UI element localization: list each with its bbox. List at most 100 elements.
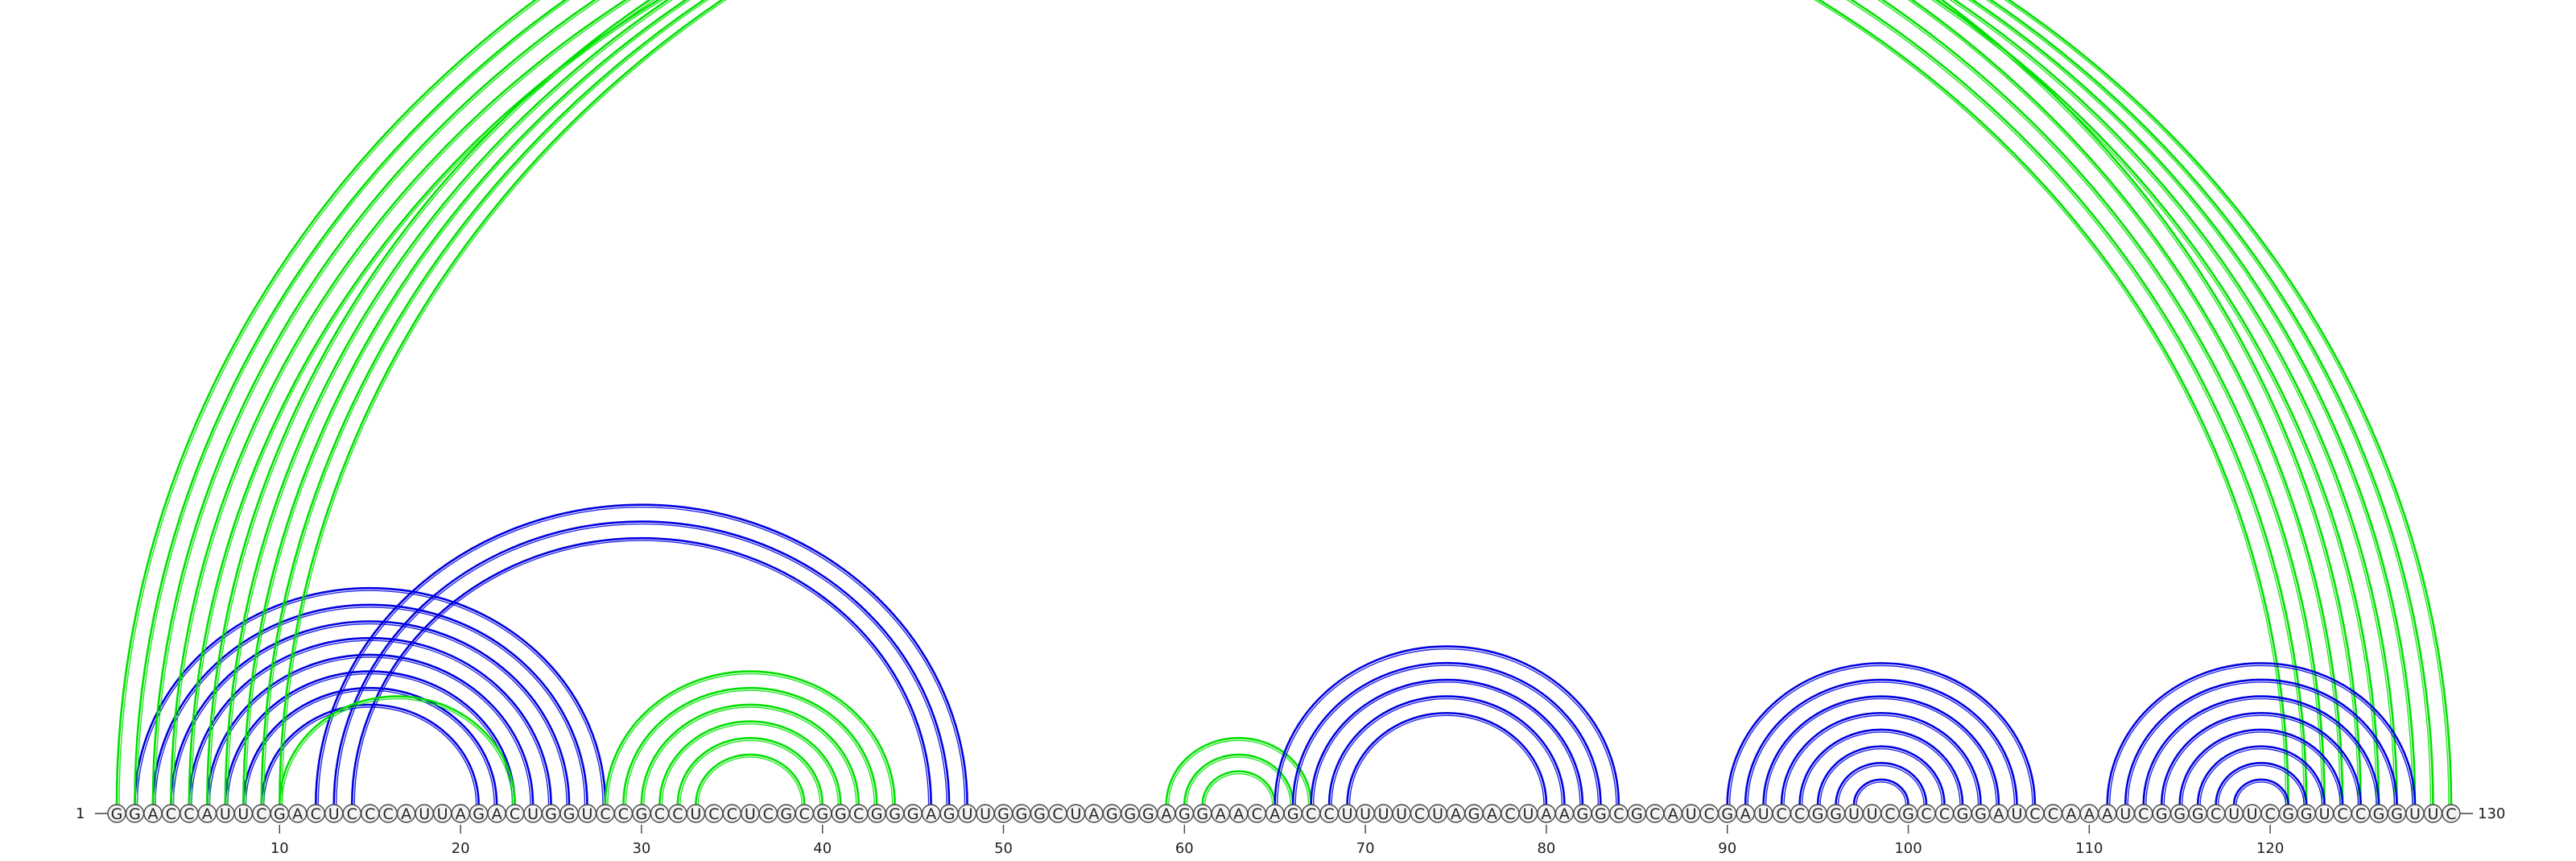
nucleotide-letter: G xyxy=(2391,805,2403,823)
base-pair-arc-inner xyxy=(2145,697,2377,805)
nucleotide-letter: U xyxy=(220,805,231,823)
nucleotide-letter: G xyxy=(1468,805,1480,823)
nucleotide: C xyxy=(1772,804,1791,823)
nucleotide: G xyxy=(867,804,886,823)
base-pair-arc xyxy=(1291,661,1602,805)
nucleotide-letter: G xyxy=(2301,805,2313,823)
base-pair-arc xyxy=(260,703,480,805)
nucleotide: A xyxy=(143,804,163,823)
nucleotide-letter: U xyxy=(1432,805,1443,823)
nucleotide: A xyxy=(1229,804,1249,823)
nucleotide: G xyxy=(2387,804,2407,823)
base-pair-arc xyxy=(658,720,842,805)
base-pair-arc-inner xyxy=(317,507,966,805)
nucleotide-letter: C xyxy=(1306,805,1316,823)
base-pair-arc-inner xyxy=(1294,664,1600,805)
base-pair-arc xyxy=(2106,661,2417,805)
nucleotide: C xyxy=(505,804,525,823)
nucleotide: A xyxy=(1537,804,1556,823)
nucleotide-letter: C xyxy=(2337,805,2347,823)
tick-label: 60 xyxy=(1175,840,1194,857)
base-pair-arc xyxy=(2178,728,2344,805)
nucleotide: G xyxy=(1808,804,1827,823)
nucleotide-letter: G xyxy=(111,805,123,823)
nucleotide-letter: C xyxy=(727,805,737,823)
nucleotide-letter: G xyxy=(564,805,576,823)
nucleotide: U xyxy=(1337,804,1357,823)
nucleotide: A xyxy=(487,804,506,823)
nucleotide-letter: G xyxy=(907,805,919,823)
nucleotide: U xyxy=(2242,804,2262,823)
base-pair-arc-inner xyxy=(263,0,2432,805)
base-pair-arc-inner xyxy=(118,0,2359,805)
base-pair-arc xyxy=(622,686,878,805)
nucleotide-letter: C xyxy=(1649,805,1660,823)
base-pair-arc xyxy=(1201,770,1277,805)
base-pair-arc-inner xyxy=(136,0,2341,805)
nucleotide-letter: C xyxy=(1052,805,1063,823)
nucleotide-letter: G xyxy=(2373,805,2385,823)
nucleotide: A xyxy=(1211,804,1230,823)
nucleotide-letter: C xyxy=(166,805,176,823)
base-pair-arc-inner xyxy=(1186,756,1291,805)
nucleotide-letter: C xyxy=(2048,805,2058,823)
base-pair-arc-inner xyxy=(697,756,803,805)
base-pair-arc-inner xyxy=(1277,648,1617,805)
nucleotide: G xyxy=(632,804,651,823)
base-pair-arc xyxy=(224,0,2398,805)
nucleotide-letter: G xyxy=(780,805,792,823)
base-pair-arc-inner xyxy=(625,689,875,805)
nucleotide-letter: A xyxy=(926,805,936,823)
nucleotide: G xyxy=(885,804,905,823)
nucleotide-letter: C xyxy=(618,805,629,823)
nucleotide-letter: U xyxy=(2247,805,2258,823)
nucleotide: G xyxy=(813,804,832,823)
base-pair-arc-inner xyxy=(607,673,894,805)
base-pair-arc-inner xyxy=(245,0,2413,805)
nucleotide-letter: G xyxy=(2174,805,2186,823)
base-pair-arc-inner xyxy=(172,0,2305,805)
nucleotide-letter: G xyxy=(1179,805,1191,823)
nucleotide-letter: U xyxy=(527,805,539,823)
nucleotide-letter: C xyxy=(1613,805,1624,823)
nucleotide: U xyxy=(2007,804,2027,823)
nucleotide: U xyxy=(2405,804,2425,823)
base-pair-arc xyxy=(206,653,535,805)
nucleotide: A xyxy=(197,804,217,823)
base-pair-arc xyxy=(1744,678,2018,805)
base-pair-arc-inner xyxy=(1168,739,1310,805)
nucleotide: A xyxy=(1989,804,2008,823)
nucleotide: G xyxy=(469,804,489,823)
base-pair-arc xyxy=(1798,728,1964,805)
nucleotide-letter: C xyxy=(2211,805,2221,823)
nucleotide-letter: C xyxy=(1414,805,1425,823)
nucleotide: C xyxy=(1699,804,1719,823)
nucleotide-letter: C xyxy=(1885,805,1895,823)
nucleotide: U xyxy=(1392,804,1411,823)
nucleotide-letter: C xyxy=(1777,805,1787,823)
nucleotide-letter: U xyxy=(582,805,593,823)
nucleotide: G xyxy=(1718,804,1737,823)
nucleotide-letter: C xyxy=(1794,805,1805,823)
base-pair-arc-inner xyxy=(208,0,2377,805)
nucleotide-letter: C xyxy=(1704,805,1715,823)
base-pair-arc xyxy=(1835,762,1928,805)
nucleotide-letter: A xyxy=(1216,805,1226,823)
nucleotide: G xyxy=(541,804,561,823)
nucleotide: U xyxy=(1356,804,1375,823)
nucleotide-letter: A xyxy=(1161,805,1171,823)
base-pair-arc-inner xyxy=(2182,731,2341,805)
nucleotide: A xyxy=(1084,804,1104,823)
nucleotide: G xyxy=(1102,804,1122,823)
tick-label: 110 xyxy=(2075,840,2103,857)
nucleotide-letter: C xyxy=(1252,805,1262,823)
nucleotide: A xyxy=(1736,804,1755,823)
nucleotide-letter: G xyxy=(2156,805,2168,823)
nucleotide-letter: G xyxy=(1721,805,1733,823)
nucleotide-letter: U xyxy=(419,805,430,823)
sequence-start-label: 1 xyxy=(76,805,85,822)
nucleotide: U xyxy=(1373,804,1393,823)
nucleotide-letter: C xyxy=(853,805,864,823)
base-pair-arc xyxy=(1780,711,1982,805)
nucleotide: C xyxy=(1301,804,1321,823)
